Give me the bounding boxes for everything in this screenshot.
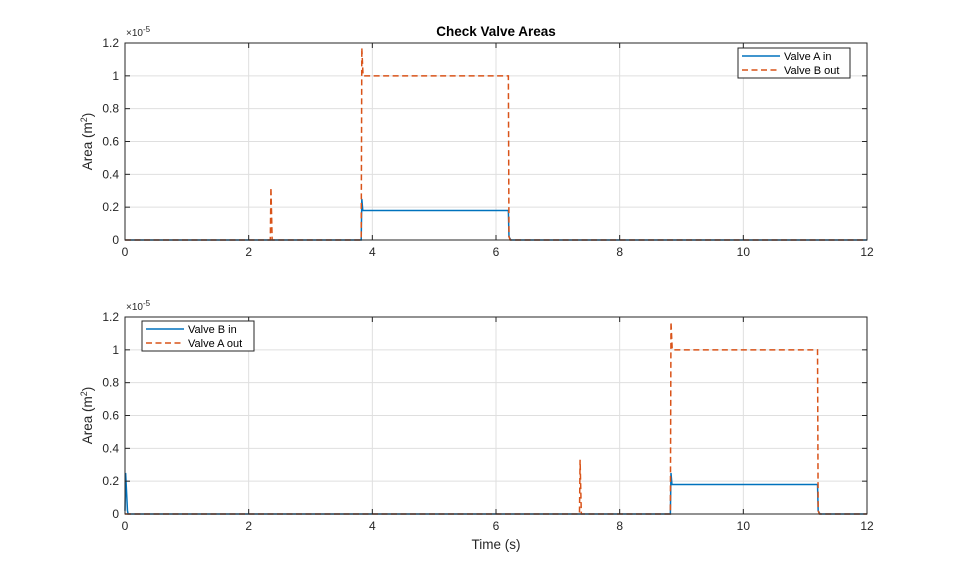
y-label-close: ) [80, 387, 95, 392]
x-tick-label: 0 [122, 519, 129, 533]
y-multiplier-exponent: -5 [143, 25, 151, 34]
y-multiplier-base: ×10 [126, 302, 143, 313]
x-tick-label: 8 [616, 245, 623, 259]
y-tick-label: 1.2 [102, 36, 119, 50]
y-label-superscript: 2 [79, 117, 89, 122]
chart-1: 0 2 4 6 8 10 12 0 0.2 0.4 0.6 0.8 1 1.2 ×10-5 Check Val… [79, 24, 874, 259]
legend-entry-1: Valve B in [188, 324, 237, 336]
x-tick-label: 6 [493, 245, 500, 259]
y-multiplier-base: ×10 [126, 28, 143, 39]
x-axis-label: Time (s) [472, 537, 521, 552]
series-line-2 [125, 321, 867, 515]
x-tick-label: 12 [860, 519, 874, 533]
x-tick-label: 2 [245, 245, 252, 259]
legend-entry-2: Valve B out [784, 65, 839, 77]
y-tick-label: 0.8 [102, 376, 119, 390]
y-tick-label: 0.6 [102, 135, 119, 149]
y-tick-label: 1.2 [102, 310, 119, 324]
x-tick-label: 4 [369, 519, 376, 533]
y-tick-label: 0.6 [102, 409, 119, 423]
y-tick-label: 0.4 [102, 441, 119, 455]
legend: Valve B in Valve A out [141, 320, 255, 352]
y-axis-label: Area (m2) [79, 113, 95, 171]
y-tick-label: 0.4 [102, 167, 119, 181]
x-tick-label: 12 [860, 245, 874, 259]
y-label-text: Area (m [80, 396, 95, 444]
legend-entry-2: Valve A out [188, 338, 242, 350]
y-tick-label: 1 [112, 69, 119, 83]
x-tick-label: 8 [616, 519, 623, 533]
y-tick-label: 0 [112, 233, 119, 247]
y-axis-label: Area (m2) [79, 387, 95, 445]
legend-box [737, 47, 851, 79]
y-tick-label: 0.2 [102, 474, 119, 488]
y-tick-label: 0 [112, 507, 119, 521]
x-tick-label: 6 [493, 519, 500, 533]
chart-2: 0 2 4 6 8 10 12 0 0.2 0.4 0.6 0.8 1 1.2 ×10-5 Time (s) A… [79, 299, 874, 552]
y-tick-label: 0.2 [102, 200, 119, 214]
y-multiplier-exponent: -5 [143, 299, 151, 308]
legend-entry-1: Valve A in [784, 51, 832, 63]
y-label-close: ) [80, 113, 95, 118]
y-axis-multiplier: ×10-5 [126, 299, 151, 313]
x-tick-label: 10 [737, 245, 751, 259]
series-line-2 [125, 47, 867, 241]
chart-title: Check Valve Areas [436, 24, 556, 39]
legend-box [141, 320, 255, 352]
y-label-superscript: 2 [79, 391, 89, 396]
y-label-text: Area (m [80, 122, 95, 170]
x-tick-label: 2 [245, 519, 252, 533]
y-axis-multiplier: ×10-5 [126, 25, 151, 39]
y-tick-label: 1 [112, 343, 119, 357]
x-tick-label: 0 [122, 245, 129, 259]
x-tick-label: 10 [737, 519, 751, 533]
x-tick-label: 4 [369, 245, 376, 259]
y-tick-label: 0.8 [102, 102, 119, 116]
legend: Valve A in Valve B out [737, 47, 851, 79]
